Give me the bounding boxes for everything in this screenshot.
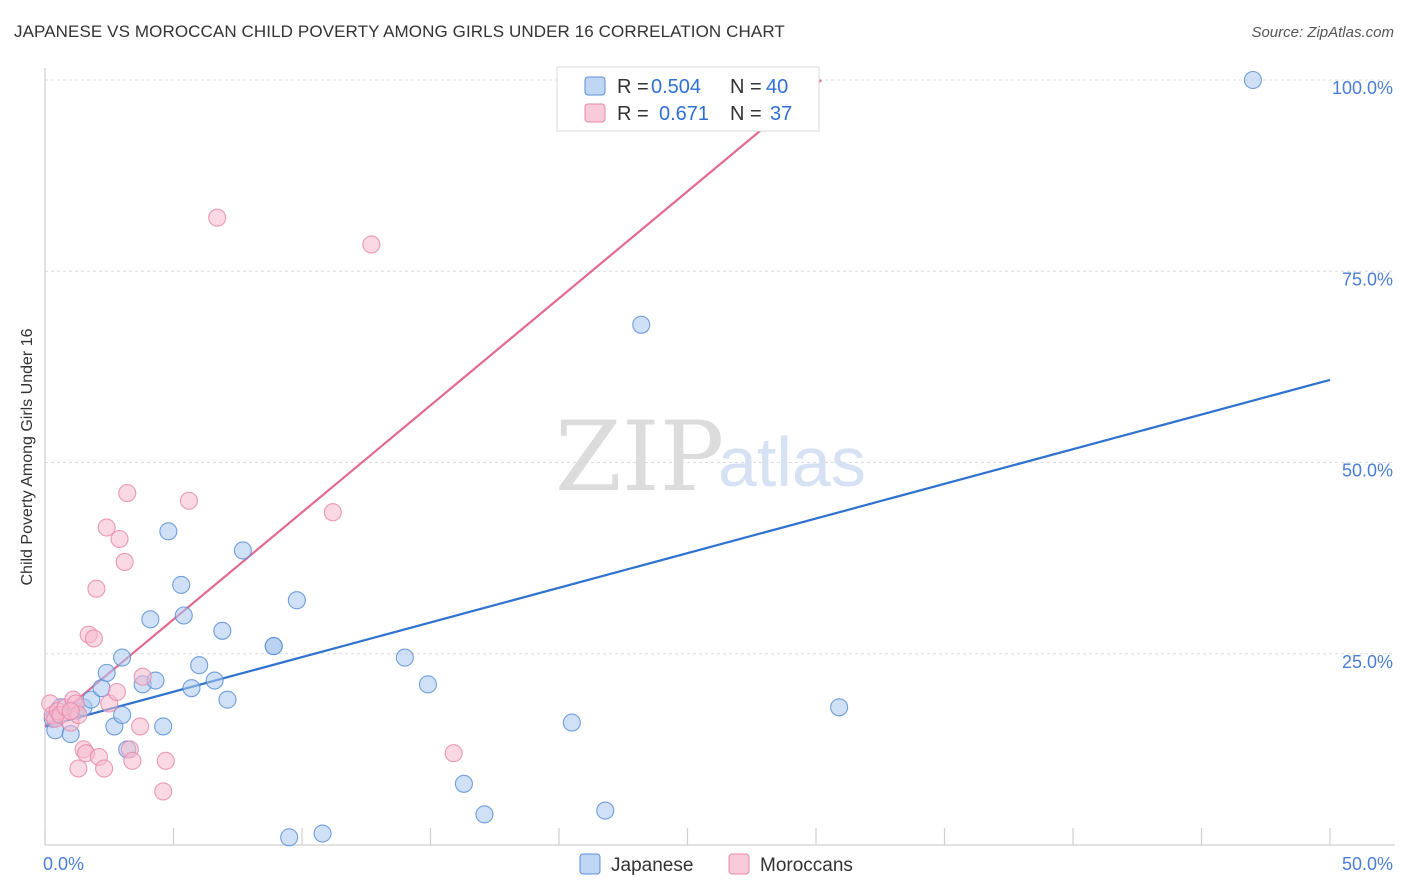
japanese-point <box>562 713 581 732</box>
legend-label-japanese: Japanese <box>611 855 693 876</box>
source-label: Source: ZipAtlas.com <box>1251 24 1394 41</box>
correlation-legend: R = 0.504 N = 40 R = 0.671 N = 37 <box>556 66 820 132</box>
y-tick-label: 25.0% <box>1342 652 1393 672</box>
moroccan-point <box>362 235 381 254</box>
legend-label-moroccan: Moroccans <box>760 855 853 876</box>
moroccan-point <box>97 518 116 537</box>
japanese-point <box>113 705 132 725</box>
japanese-point <box>141 610 160 629</box>
y-tick-label: 75.0% <box>1342 269 1393 289</box>
moroccan-trend-line <box>44 79 822 728</box>
legend-r-value: 0.671 <box>659 103 709 125</box>
japanese-point <box>287 591 306 610</box>
series-legend: Japanese Moroccans <box>579 853 853 876</box>
data-points <box>41 70 1262 847</box>
moroccan-point <box>84 629 103 648</box>
legend-n-label: N = <box>730 76 762 98</box>
y-tick-label: 100.0% <box>1332 78 1393 98</box>
watermark: ZIP atlas <box>555 401 866 513</box>
japanese-point <box>1243 70 1262 90</box>
grid-lines <box>45 79 1395 655</box>
japanese-point <box>154 717 173 736</box>
japanese-point <box>830 698 849 717</box>
moroccan-point <box>123 751 142 770</box>
japanese-point <box>205 671 224 690</box>
legend-swatch-japanese <box>584 76 606 96</box>
legend-r-label: R = <box>617 103 649 125</box>
moroccan-point <box>95 759 114 778</box>
trend-lines <box>44 79 1331 728</box>
x-tick-label: 0.0% <box>43 854 84 874</box>
japanese-point <box>213 621 232 640</box>
moroccan-point <box>87 579 106 598</box>
japanese-point <box>475 805 494 824</box>
japanese-point <box>454 774 473 793</box>
y-tick-label: 50.0% <box>1342 461 1393 481</box>
tick-labels: 25.0% 50.0% 75.0% 100.0% 0.0% 50.0% <box>43 78 1393 874</box>
legend-r-value: 0.504 <box>651 76 701 98</box>
japanese-point <box>264 637 283 656</box>
moroccan-point <box>107 682 127 702</box>
legend-n-value: 40 <box>766 76 788 98</box>
legend-swatch-moroccan <box>584 103 606 123</box>
moroccan-point <box>156 751 175 770</box>
moroccan-point <box>179 491 198 510</box>
watermark-atlas: atlas <box>718 423 866 501</box>
watermark-zip: ZIP <box>555 401 724 513</box>
legend-r-label: R = <box>617 76 649 98</box>
moroccan-point <box>154 782 173 801</box>
japanese-point <box>113 648 132 667</box>
japanese-point <box>159 522 178 541</box>
moroccan-point <box>131 717 150 736</box>
moroccan-point <box>69 759 88 778</box>
japanese-point <box>418 675 437 694</box>
japanese-point <box>174 606 193 625</box>
japanese-point <box>97 663 116 682</box>
japanese-point <box>395 648 414 667</box>
japanese-trend-line <box>44 378 1331 728</box>
moroccan-point <box>110 529 129 549</box>
japanese-point <box>182 679 201 698</box>
moroccan-point <box>323 503 342 522</box>
japanese-point <box>92 679 111 698</box>
moroccan-point <box>444 744 463 763</box>
moroccan-point <box>115 552 134 572</box>
japanese-point <box>596 801 615 820</box>
legend-n-label: N = <box>730 103 762 125</box>
moroccan-point <box>133 667 152 686</box>
moroccan-point <box>61 702 80 721</box>
japanese-point <box>632 315 651 334</box>
japanese-point <box>313 824 332 843</box>
japanese-point <box>172 575 191 594</box>
legend-n-value: 37 <box>770 103 792 125</box>
japanese-point <box>233 541 252 560</box>
moroccan-point <box>208 208 227 227</box>
x-tick-label: 50.0% <box>1342 854 1393 874</box>
chart-title: JAPANESE VS MOROCCAN CHILD POVERTY AMONG… <box>14 22 785 41</box>
legend-swatch-moroccan <box>728 853 750 875</box>
japanese-point <box>190 656 209 675</box>
moroccan-point <box>118 484 137 503</box>
japanese-point <box>218 690 237 709</box>
legend-swatch-japanese <box>579 853 601 875</box>
japanese-point <box>280 828 299 847</box>
